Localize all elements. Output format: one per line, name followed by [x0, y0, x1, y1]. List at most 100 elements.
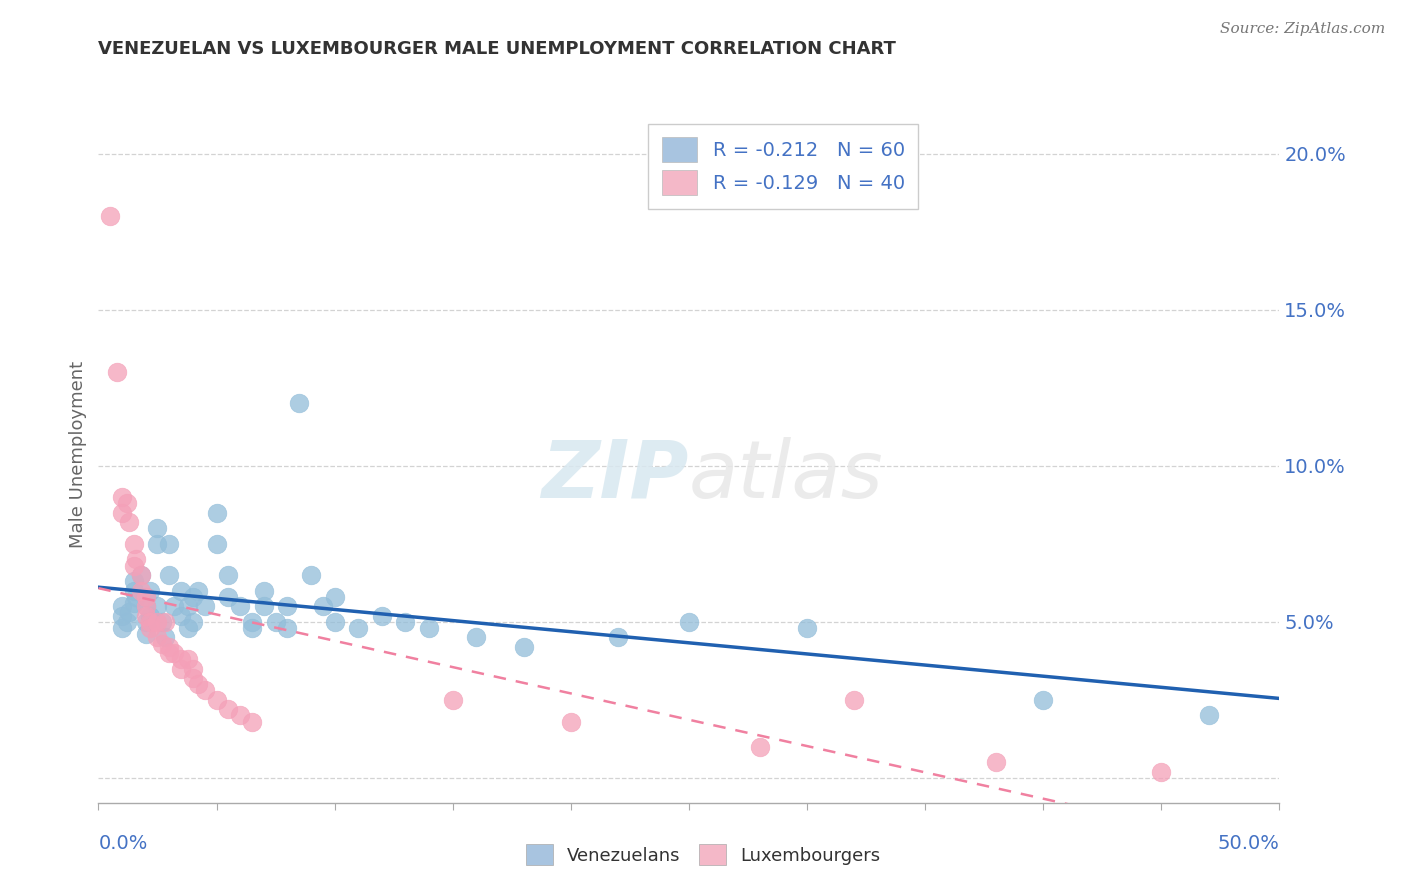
Point	[560, 714, 582, 729]
Point	[181, 615, 204, 629]
Point	[177, 599, 200, 614]
Point	[139, 583, 162, 598]
Point	[264, 615, 287, 629]
Point	[163, 646, 186, 660]
Point	[312, 599, 335, 614]
Point	[844, 693, 866, 707]
Point	[229, 599, 252, 614]
Point	[323, 615, 346, 629]
Point	[177, 621, 200, 635]
Point	[299, 568, 322, 582]
Point	[177, 652, 200, 666]
Point	[465, 631, 488, 645]
Point	[125, 552, 148, 566]
Point	[122, 574, 145, 589]
Point	[607, 631, 630, 645]
Point	[157, 640, 180, 654]
Point	[146, 537, 169, 551]
Point	[157, 537, 180, 551]
Point	[105, 365, 128, 379]
Point	[139, 615, 162, 629]
Point	[150, 637, 173, 651]
Point	[194, 599, 217, 614]
Point	[153, 631, 176, 645]
Point	[288, 396, 311, 410]
Point	[122, 558, 145, 573]
Text: ZIP: ZIP	[541, 437, 689, 515]
Point	[115, 615, 138, 629]
Point	[111, 621, 134, 635]
Point	[98, 209, 121, 223]
Point	[240, 621, 263, 635]
Point	[394, 615, 416, 629]
Point	[135, 599, 157, 614]
Point	[253, 583, 276, 598]
Point	[347, 621, 370, 635]
Point	[187, 583, 209, 598]
Point	[170, 662, 193, 676]
Legend: R = -0.212   N = 60, R = -0.129   N = 40: R = -0.212 N = 60, R = -0.129 N = 40	[648, 124, 918, 209]
Point	[240, 615, 263, 629]
Point	[135, 590, 157, 604]
Point	[170, 583, 193, 598]
Point	[217, 702, 239, 716]
Point	[111, 599, 134, 614]
Point	[122, 583, 145, 598]
Text: VENEZUELAN VS LUXEMBOURGER MALE UNEMPLOYMENT CORRELATION CHART: VENEZUELAN VS LUXEMBOURGER MALE UNEMPLOY…	[98, 40, 896, 58]
Point	[150, 615, 173, 629]
Point	[129, 568, 152, 582]
Point	[276, 621, 298, 635]
Point	[153, 615, 176, 629]
Text: 0.0%: 0.0%	[98, 834, 148, 853]
Point	[135, 599, 157, 614]
Point	[229, 708, 252, 723]
Point	[276, 599, 298, 614]
Point	[323, 590, 346, 604]
Point	[111, 490, 134, 504]
Point	[146, 599, 169, 614]
Point	[111, 506, 134, 520]
Point	[205, 693, 228, 707]
Text: Source: ZipAtlas.com: Source: ZipAtlas.com	[1219, 22, 1385, 37]
Point	[217, 568, 239, 582]
Point	[125, 590, 148, 604]
Point	[678, 615, 700, 629]
Point	[157, 646, 180, 660]
Point	[217, 590, 239, 604]
Point	[240, 714, 263, 729]
Text: atlas: atlas	[689, 437, 884, 515]
Text: 50.0%: 50.0%	[1218, 834, 1279, 853]
Point	[122, 596, 145, 610]
Point	[1032, 693, 1054, 707]
Point	[418, 621, 440, 635]
Point	[115, 496, 138, 510]
Point	[187, 677, 209, 691]
Point	[205, 537, 228, 551]
Point	[253, 599, 276, 614]
Point	[181, 590, 204, 604]
Point	[146, 521, 169, 535]
Point	[157, 568, 180, 582]
Y-axis label: Male Unemployment: Male Unemployment	[69, 361, 87, 549]
Point	[170, 608, 193, 623]
Point	[135, 590, 157, 604]
Point	[371, 608, 394, 623]
Point	[135, 627, 157, 641]
Legend: Venezuelans, Luxembourgers: Venezuelans, Luxembourgers	[516, 835, 890, 874]
Point	[984, 756, 1007, 770]
Point	[441, 693, 464, 707]
Point	[129, 568, 152, 582]
Point	[139, 608, 162, 623]
Point	[1198, 708, 1220, 723]
Point	[181, 671, 204, 685]
Point	[118, 515, 141, 529]
Point	[139, 621, 162, 635]
Point	[146, 615, 169, 629]
Point	[205, 506, 228, 520]
Point	[170, 652, 193, 666]
Point	[135, 615, 157, 629]
Point	[163, 599, 186, 614]
Point	[748, 739, 770, 754]
Point	[194, 683, 217, 698]
Point	[146, 631, 169, 645]
